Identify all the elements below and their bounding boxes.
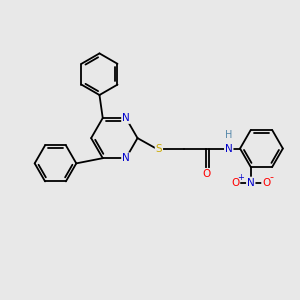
Text: +: + [237, 173, 244, 182]
Text: N: N [225, 143, 232, 154]
Text: -: - [269, 172, 273, 182]
Text: O: O [202, 169, 211, 179]
Text: O: O [231, 178, 239, 188]
Text: N: N [247, 178, 255, 188]
Text: N: N [122, 153, 130, 163]
Text: H: H [225, 130, 232, 140]
Text: S: S [156, 143, 162, 154]
Text: O: O [262, 178, 270, 188]
Text: N: N [122, 113, 130, 123]
